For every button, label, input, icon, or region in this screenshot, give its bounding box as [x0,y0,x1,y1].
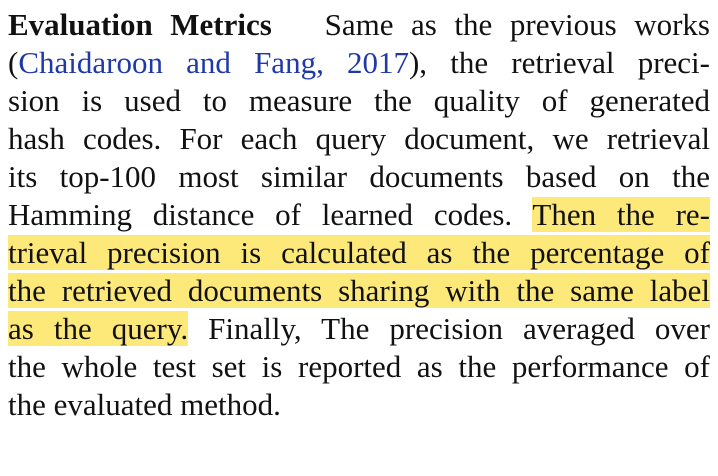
highlighted-text: the retrieved documents sharing with the… [8,273,710,308]
paragraph-line-2: (Chaidaroon and Fang, 2017), the retriev… [8,44,710,82]
paragraph-line-10: the whole test set is reported as the pe… [8,349,710,384]
paragraph-text: Same as the previous works [324,7,710,42]
highlighted-text: Then the re- [532,197,710,232]
paragraph-text: Hamming distance of learned codes. [8,197,513,232]
highlighted-text: trieval precision is calculated as the p… [8,235,710,270]
paragraph-line-6: Hamming distance of learned codes. Then … [8,196,710,234]
citation-link[interactable]: Chaidaroon and Fang, 2017 [18,45,409,80]
section-heading: Evaluation Metrics [8,7,272,42]
paragraph-line-3: sion is used to measure the quality of g… [8,83,710,118]
open-parenthesis: ( [8,45,19,80]
paragraph-line-1: Evaluation Metrics Same as the previous … [8,6,710,44]
paragraph-line-11: the evaluated method. [8,387,281,422]
paragraph-line-9: as the query. Finally, The precision ave… [8,310,710,348]
highlighted-text: as the query. [8,311,189,346]
paragraph-line-7: trieval precision is calculated as the p… [8,234,710,272]
paragraph-line-5: its top-100 most similar documents based… [8,159,710,194]
paragraph-text: ), the retrieval preci- [408,45,710,80]
paragraph-text: Finally, The precision averaged over [208,311,711,346]
paragraph-line-4: hash codes. For each query document, we … [8,121,710,156]
paragraph-line-8: the retrieved documents sharing with the… [8,272,710,310]
